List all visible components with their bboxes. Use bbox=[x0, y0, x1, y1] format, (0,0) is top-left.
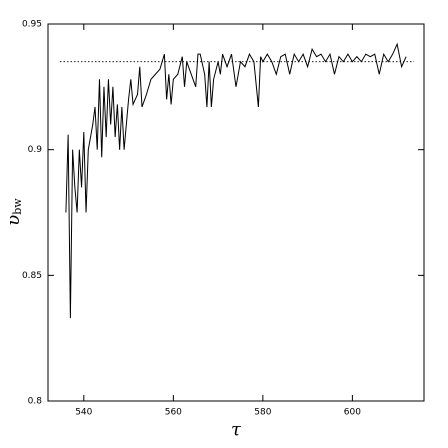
x-tick-label: 600 bbox=[344, 408, 361, 418]
y-tick-label: 0.95 bbox=[22, 20, 42, 30]
x-axis-label: τ bbox=[231, 419, 242, 440]
y-tick-label: 0.8 bbox=[28, 397, 43, 407]
y-label-main: υ bbox=[3, 215, 24, 226]
data-line bbox=[65, 42, 407, 319]
x-tick-label: 560 bbox=[165, 408, 182, 418]
y-tick-label: 0.9 bbox=[28, 145, 43, 155]
x-tick-label: 580 bbox=[254, 408, 271, 418]
x-tick-label: 540 bbox=[75, 408, 92, 418]
y-axis-label: υbw bbox=[3, 198, 24, 226]
plot-frame bbox=[47, 23, 425, 402]
y-tick-label: 0.85 bbox=[22, 271, 42, 281]
y-label-sub: bw bbox=[11, 198, 24, 215]
